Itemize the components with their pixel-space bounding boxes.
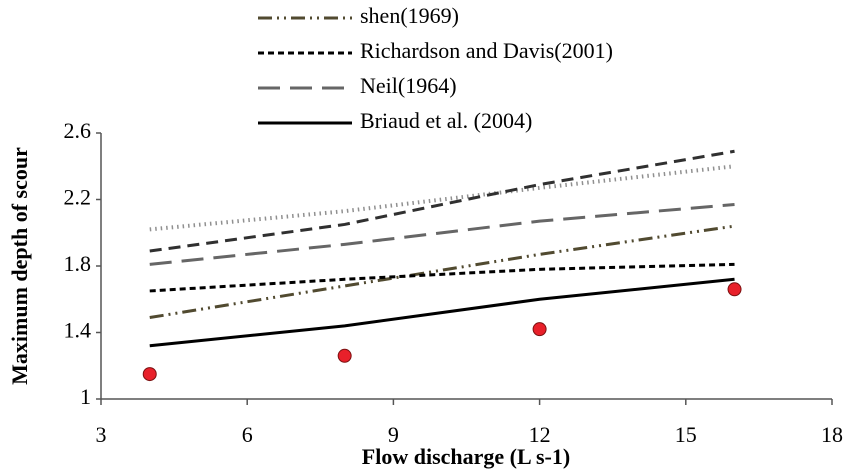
- x-tick-label: 9: [388, 422, 399, 447]
- x-axis-title: Flow discharge (L s-1): [362, 444, 570, 469]
- data-point: [532, 322, 547, 337]
- y-tick-label: 2.6: [64, 118, 92, 143]
- series-line: [149, 277, 735, 348]
- series-line: [149, 224, 735, 320]
- legend-label: Briaud et al. (2004): [360, 108, 532, 133]
- x-tick-label: 6: [242, 422, 253, 447]
- y-tick-label: 1: [80, 384, 91, 409]
- y-tick-label: 2.2: [64, 185, 92, 210]
- y-tick-label: 1.8: [64, 251, 92, 276]
- x-tick-label: 12: [529, 422, 551, 447]
- series-line: [149, 202, 735, 266]
- y-axis-title: Maximum depth of scour: [7, 147, 32, 385]
- legend-label: Neil(1964): [360, 73, 457, 98]
- legend-label: Richardson and Davis(2001): [360, 38, 613, 63]
- data-point: [337, 348, 352, 363]
- x-tick-label: 3: [96, 422, 107, 447]
- data-point: [727, 282, 742, 297]
- legend-label: shen(1969): [360, 3, 459, 28]
- series-line: [149, 164, 735, 232]
- x-tick-label: 15: [675, 422, 697, 447]
- x-tick-label: 18: [821, 422, 843, 447]
- y-tick-label: 1.4: [64, 318, 92, 343]
- data-point: [142, 367, 157, 382]
- series-line: [149, 262, 735, 293]
- series-line: [149, 149, 735, 253]
